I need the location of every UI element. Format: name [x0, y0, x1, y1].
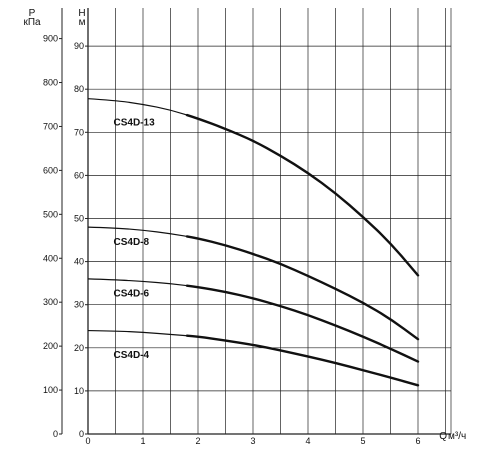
x-axis-tick-label: 6 [415, 436, 420, 446]
axis-layer: 0100200300400500600700800900010203040506… [43, 8, 421, 446]
right-axis-symbol: H [78, 8, 85, 19]
series-label-cs4d-8: CS4D-8 [114, 237, 150, 248]
right-axis-unit: м [79, 17, 86, 28]
head-axis-tick-label: 60 [74, 170, 84, 180]
curve-operating-range-cs4d-13 [185, 113, 420, 277]
left-axis-tick-label: 100 [43, 385, 58, 395]
curve-operating-range-cs4d-4 [185, 334, 420, 387]
head-axis-tick-label: 0 [79, 429, 84, 439]
x-axis-tick-label: 5 [360, 436, 365, 446]
left-axis-tick-label: 900 [43, 34, 58, 44]
x-axis-tick-label: 2 [195, 436, 200, 446]
left-axis-tick-label: 800 [43, 78, 58, 88]
series-label-cs4d-6: CS4D-6 [114, 289, 150, 300]
grid-layer [87, 8, 452, 435]
x-axis-tick-label: 0 [85, 436, 90, 446]
left-axis-tick-label: 300 [43, 297, 58, 307]
curve-operating-range-cs4d-6 [185, 284, 420, 363]
x-axis-tick-label: 3 [250, 436, 255, 446]
head-axis-tick-label: 80 [74, 84, 84, 94]
left-axis-tick-label: 500 [43, 209, 58, 219]
curve-operating-range-cs4d-8 [185, 235, 420, 341]
x-axis-tick-label: 1 [140, 436, 145, 446]
left-axis-tick-label: 400 [43, 253, 58, 263]
head-axis-tick-label: 40 [74, 257, 84, 267]
series-layer: CS4D-13 CS4D-8 CS4D-6 CS4D-4 [87, 98, 420, 387]
x-axis-tick-label: 4 [305, 436, 310, 446]
x-axis-symbol: Q [439, 431, 447, 442]
head-axis-tick-label: 50 [74, 214, 84, 224]
left-axis-tick-label: 200 [43, 341, 58, 351]
head-axis-tick-label: 20 [74, 343, 84, 353]
head-axis-tick-label: 90 [74, 41, 84, 51]
left-axis-tick-label: 0 [53, 429, 58, 439]
head-axis-tick-label: 70 [74, 127, 84, 137]
series-label-cs4d-4: CS4D-4 [114, 350, 150, 361]
left-axis-unit: кПа [23, 17, 41, 28]
head-axis-tick-label: 30 [74, 300, 84, 310]
x-axis-unit: м³/ч [448, 431, 466, 442]
series-label-cs4d-13: CS4D-13 [114, 117, 156, 128]
left-axis-tick-label: 600 [43, 165, 58, 175]
head-axis-tick-label: 10 [74, 386, 84, 396]
left-axis-tick-label: 700 [43, 121, 58, 131]
left-axis-symbol: P [29, 8, 36, 19]
